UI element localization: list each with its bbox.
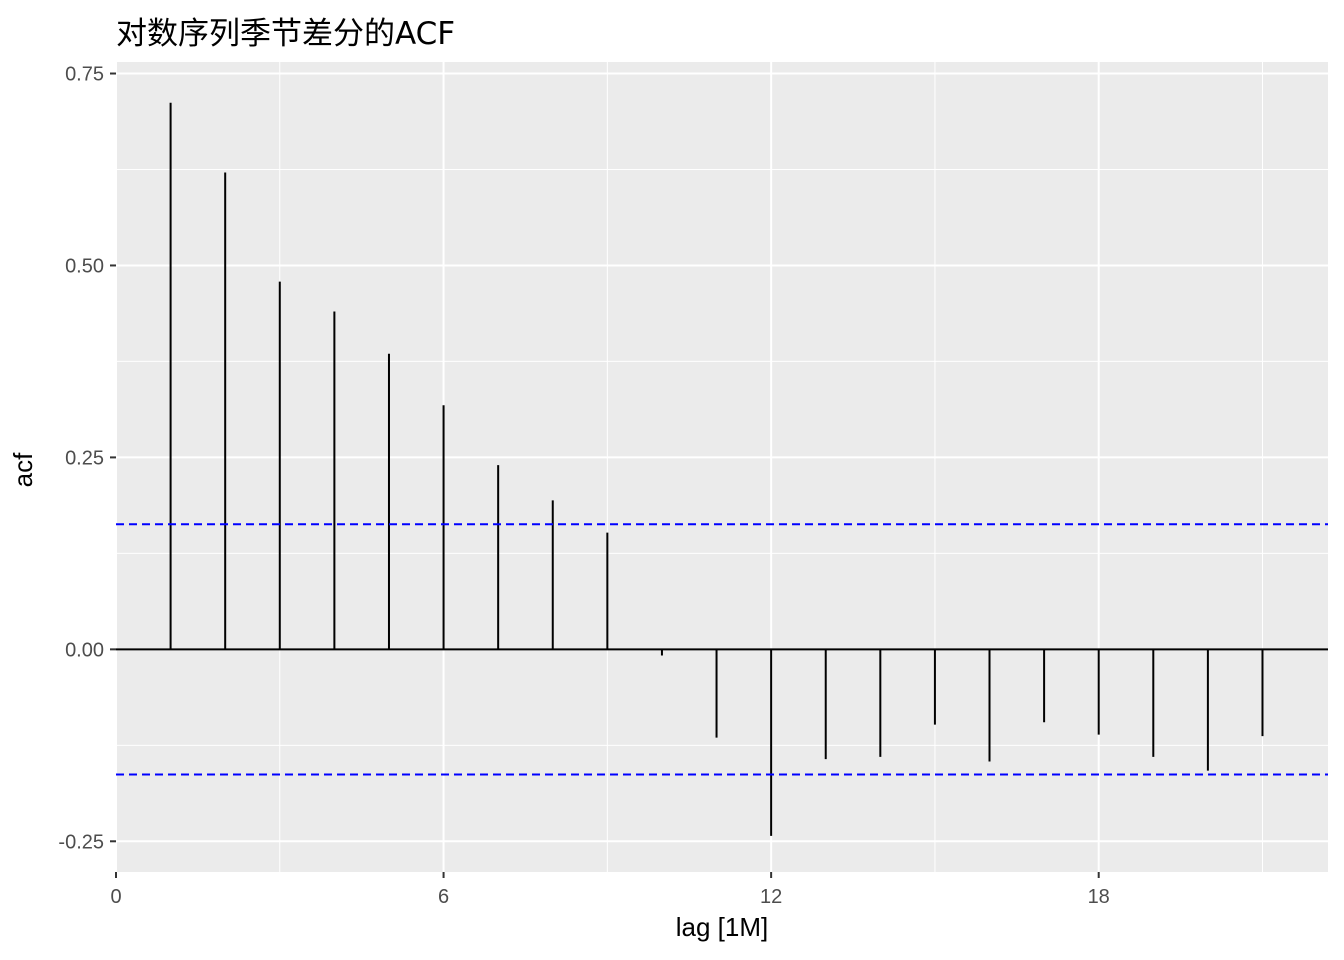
y-tick-label: 0.75 <box>65 64 104 86</box>
y-tick-label: 0.50 <box>65 255 104 277</box>
plot-panel <box>116 62 1328 872</box>
axis-ticks: -0.25 0.00 0.25 0.50 0.75 0 6 12 18 <box>58 64 1109 908</box>
minor-gridlines <box>116 62 1328 872</box>
acf-bars <box>116 102 1328 836</box>
x-tick-label: 0 <box>110 886 121 908</box>
x-tick-label: 6 <box>438 886 449 908</box>
x-tick-label: 18 <box>1088 886 1110 908</box>
x-tick-label: 12 <box>760 886 782 908</box>
x-axis-label: lag [1M] <box>675 912 769 942</box>
y-tick-label: 0.00 <box>65 639 104 661</box>
chart-title: 对数序列季节差分的ACF <box>116 16 456 52</box>
y-tick-label: -0.25 <box>58 831 104 853</box>
confidence-lines <box>116 523 1328 776</box>
y-tick-label: 0.25 <box>65 447 104 469</box>
y-axis-label: acf <box>8 452 38 488</box>
